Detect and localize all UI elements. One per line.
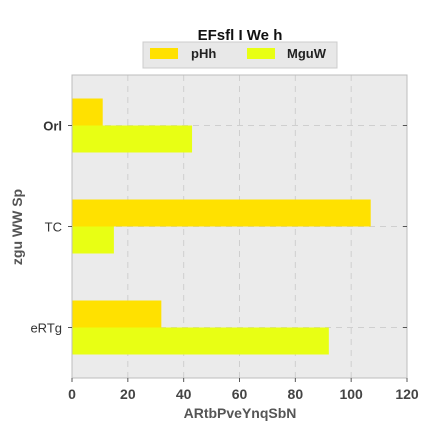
x-tick-label: 100	[339, 386, 363, 402]
x-tick-label: 0	[68, 386, 76, 402]
x-tick-label: 80	[288, 386, 304, 402]
y-tick-label: Orl	[43, 119, 62, 134]
x-axis-label: ARtbPveYnqSbN	[184, 405, 297, 421]
bar-pHh-eRTg	[72, 300, 162, 328]
x-tick-label: 60	[232, 386, 248, 402]
legend: pHh MguW	[142, 41, 338, 69]
bar-MguW-Orl	[72, 125, 193, 153]
bar-MguW-eRTg	[72, 327, 329, 355]
bar-MguW-TC	[72, 226, 114, 254]
legend-label-series-1: pHh	[191, 46, 216, 61]
y-axis-ticks: Orl TC eRTg	[30, 119, 407, 336]
x-tick-label: 120	[395, 386, 419, 402]
bar-pHh-Orl	[72, 98, 103, 126]
y-tick-label: eRTg	[30, 321, 62, 336]
bar-pHh-TC	[72, 199, 371, 227]
chart-title: EFsfl I We h	[198, 27, 283, 44]
y-axis-label: zgu WW Sp	[9, 189, 25, 265]
x-tick-label: 40	[176, 386, 192, 402]
bars	[72, 98, 371, 355]
legend-swatch-series-1	[150, 48, 178, 59]
x-axis-ticks: 0 20 40 60 80 100 120	[68, 378, 419, 402]
legend-label-series-2: MguW	[287, 46, 327, 61]
y-tick-label: TC	[45, 220, 62, 235]
x-tick-label: 20	[120, 386, 136, 402]
legend-swatch-series-2	[247, 48, 275, 59]
